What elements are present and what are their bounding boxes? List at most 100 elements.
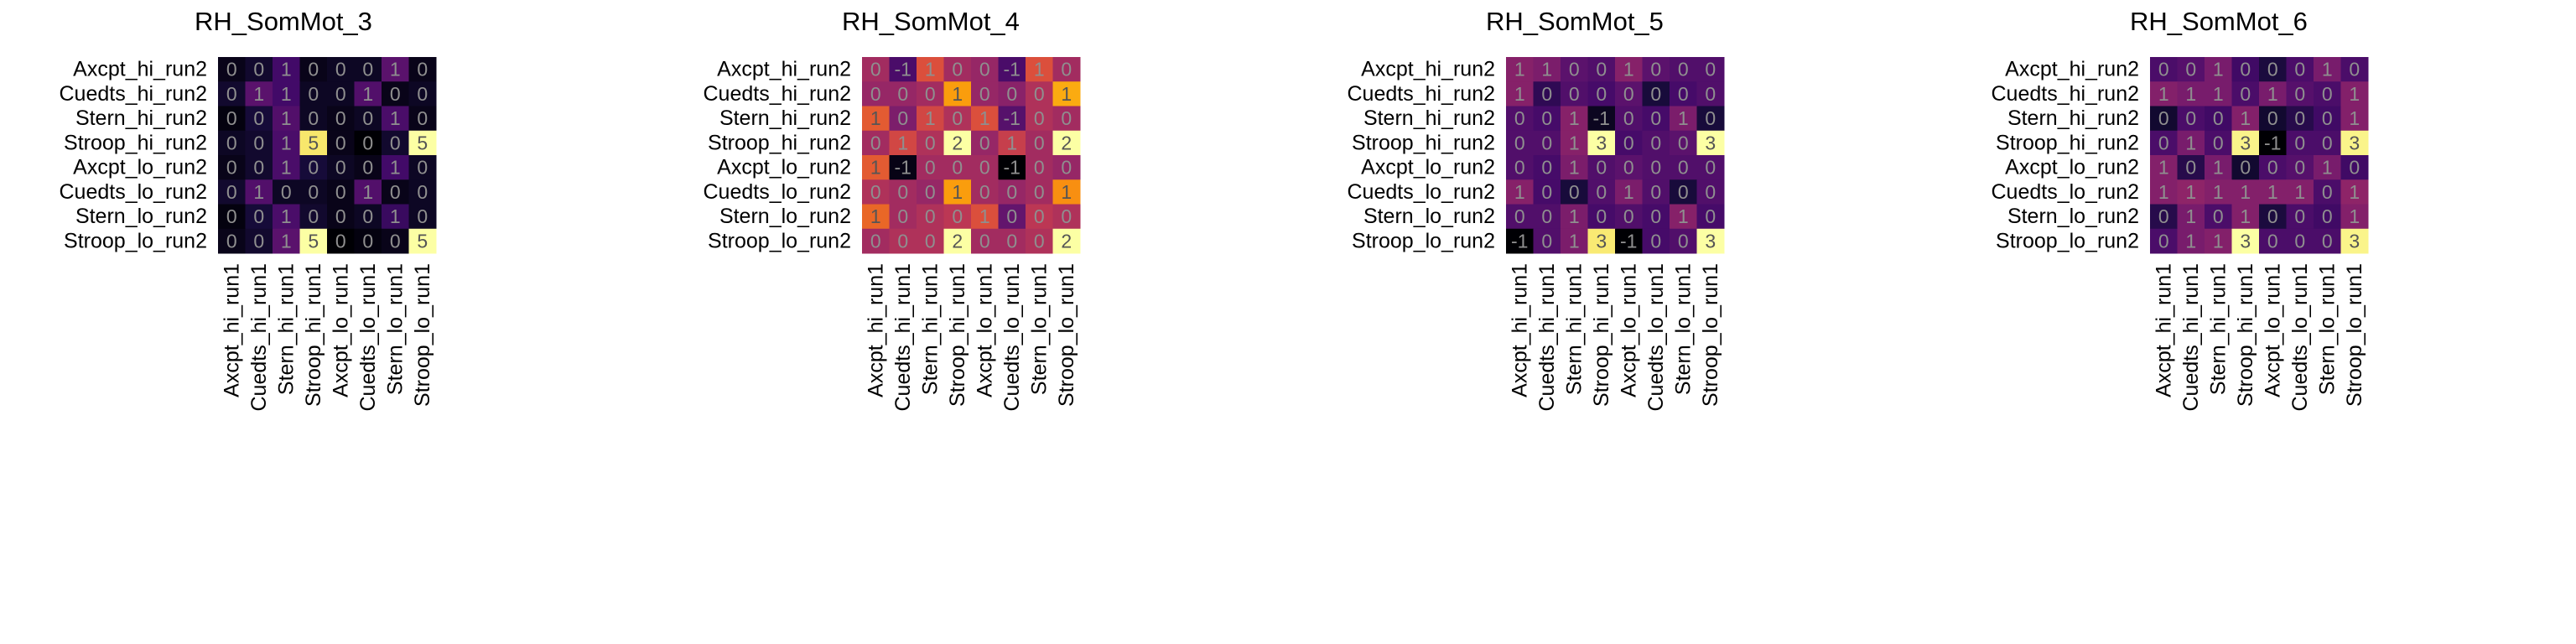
heatmap-cell (1670, 106, 1697, 132)
cell-value-label: 0 (1541, 157, 1552, 179)
heatmap-cell (2177, 57, 2205, 82)
heatmap-cell (2286, 130, 2314, 156)
cell-value-label: 0 (979, 59, 990, 80)
heatmap-cell (245, 81, 273, 106)
cell-value-label: 0 (1541, 181, 1552, 203)
heatmap-cell (2150, 81, 2178, 106)
cell-value-label: 0 (1596, 157, 1607, 179)
cell-value-label: 0 (925, 181, 936, 203)
heatmap-cell (971, 155, 999, 180)
cell-value-label: 0 (2213, 205, 2224, 227)
cell-value-label: -1 (895, 157, 911, 179)
cell-value-label: 0 (2322, 83, 2333, 105)
cell-value-label: 0 (253, 59, 264, 80)
cell-value-label: 0 (2267, 205, 2278, 227)
heatmap-cell (2286, 179, 2314, 205)
heatmap-cell (327, 57, 355, 82)
cell-value-label: 1 (281, 230, 292, 252)
cell-value-label: 0 (2213, 132, 2224, 153)
cell-value-label: 0 (2158, 132, 2169, 153)
cell-value-label: -1 (1620, 230, 1637, 252)
column-tick-label: Axcpt_lo_run1 (1617, 263, 1640, 397)
column-tick-label: Stern_hi_run1 (918, 263, 942, 395)
heatmap-cell (971, 81, 999, 106)
heatmap-cell (862, 179, 890, 205)
heatmap-cell (1561, 81, 1588, 106)
cell-value-label: 0 (335, 181, 346, 203)
heatmap-cell (998, 155, 1026, 180)
cell-value-label: 0 (1705, 59, 1716, 80)
heatmap-cell (218, 155, 246, 180)
cell-value-label: 0 (2158, 205, 2169, 227)
cell-value-label: 0 (335, 230, 346, 252)
heatmap-cell (998, 57, 1026, 82)
cell-value-label: 0 (1705, 157, 1716, 179)
cell-value-label: 0 (226, 205, 237, 227)
row-tick-label: Axcpt_hi_run2 (1361, 58, 1495, 81)
heatmap-cell (354, 57, 382, 82)
heatmap-cell (1506, 57, 1534, 82)
heatmap-cell (2259, 179, 2287, 205)
heatmap-cell (2259, 204, 2287, 230)
column-tick-label: Axcpt_lo_run1 (973, 263, 996, 397)
cell-value-label: 1 (2213, 83, 2224, 105)
cell-value-label: 0 (390, 181, 401, 203)
cell-value-label: 0 (1061, 205, 1072, 227)
heatmap-cell (998, 179, 1026, 205)
heatmap-cell (2340, 204, 2369, 230)
heatmap-cell (299, 106, 328, 132)
column-tick-label: Stroop_lo_run1 (1699, 263, 1722, 407)
cell-value-label: 0 (417, 157, 428, 179)
cell-value-label: 1 (2185, 132, 2196, 153)
cell-value-label: 0 (253, 157, 264, 179)
cell-value-label: 1 (2185, 181, 2196, 203)
heatmap-cell (1587, 204, 1616, 230)
cell-value-label: 3 (2240, 230, 2251, 252)
heatmap-cell (2314, 81, 2341, 106)
heatmap-panel-2: RH_SomMot_4 0 -1 1 0 0 -1 1 0 0 0 0 1 0 0 0 1 1 0 1 0 1 -1 0 0 0… (644, 0, 1288, 644)
cell-value-label: 0 (226, 83, 237, 105)
heatmap-cell (1587, 179, 1616, 205)
heatmap-cell (2205, 179, 2232, 205)
heatmap-cell (2177, 81, 2205, 106)
heatmap-cell (998, 228, 1026, 254)
row-tick-label: Cuedts_lo_run2 (59, 180, 207, 204)
cell-value-label: 1 (925, 107, 936, 129)
heatmap-cell (1533, 204, 1561, 230)
cell-value-label: 1 (1514, 59, 1525, 80)
cell-value-label: 1 (1569, 132, 1580, 153)
cell-value-label: 0 (1705, 205, 1716, 227)
heatmap-cell (299, 57, 328, 82)
heatmap-cell (273, 106, 300, 132)
heatmap-cell (245, 130, 273, 156)
cell-value-label: 0 (362, 157, 373, 179)
heatmap-cell (1052, 155, 1081, 180)
cell-value-label: 0 (335, 83, 346, 105)
cell-value-label: 0 (362, 230, 373, 252)
heatmap-cell (2314, 57, 2341, 82)
cell-value-label: 0 (1514, 157, 1525, 179)
heatmap-cell (354, 155, 382, 180)
heatmap-cell (1696, 179, 1725, 205)
heatmap-cell (2259, 130, 2287, 156)
heatmap-cell (2231, 155, 2260, 180)
row-tick-label: Stroop_hi_run2 (64, 131, 207, 154)
cell-value-label: 0 (1569, 59, 1580, 80)
cell-value-label: 0 (226, 181, 237, 203)
cell-value-label: 3 (1596, 132, 1607, 153)
row-tick-label: Axcpt_lo_run2 (73, 156, 207, 179)
cell-value-label: 0 (1596, 59, 1607, 80)
heatmap-cell (998, 106, 1026, 132)
heatmap-cell (971, 228, 999, 254)
cell-value-label: 1 (2322, 59, 2333, 80)
cell-value-label: 1 (1034, 59, 1045, 80)
heatmap-cell (862, 155, 890, 180)
cell-value-label: 0 (979, 83, 990, 105)
cell-value-label: 1 (2185, 230, 2196, 252)
cell-value-label: 0 (417, 181, 428, 203)
cell-value-label: 0 (1006, 181, 1017, 203)
heatmap-cell (862, 81, 890, 106)
cell-value-label: 0 (1623, 205, 1634, 227)
cell-value-label: 0 (952, 157, 963, 179)
cell-value-label: 0 (308, 181, 319, 203)
